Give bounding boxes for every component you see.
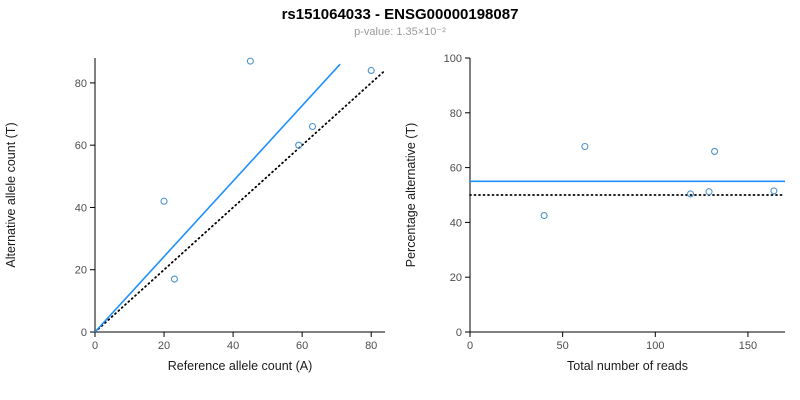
y-tick-label: 80 [450, 108, 462, 120]
x-tick-label: 150 [739, 340, 757, 352]
data-point [246, 57, 254, 65]
x-tick-label: 0 [467, 340, 473, 352]
y-tick-label: 60 [75, 140, 87, 152]
y-tick-label: 60 [450, 163, 462, 175]
fit-line [94, 63, 341, 333]
y-tick-label: 0 [456, 327, 462, 339]
data-point [711, 147, 719, 155]
identity-line [94, 69, 386, 333]
figure-subtitle: p-value: 1.35×10⁻² [354, 26, 446, 38]
data-point [295, 141, 303, 149]
y-tick-label: 40 [75, 202, 87, 214]
data-point [160, 197, 168, 205]
scatter-plot-percentage-alternative: 0 50 100 150 0 20 40 60 80 100 Total number of rea… [404, 53, 786, 373]
x-tick-label: 100 [646, 340, 664, 352]
data-point [705, 188, 713, 196]
x-axis-label: Total number of reads [567, 359, 688, 373]
data-point [308, 122, 317, 131]
y-tick-label: 80 [75, 78, 87, 90]
data-point [540, 212, 548, 220]
x-tick-label: 60 [296, 340, 308, 352]
y-axis-label: Alternative allele count (T) [4, 122, 18, 267]
x-tick-label: 50 [557, 340, 569, 352]
figure-title: rs151064033 - ENSG00000198087 [281, 6, 519, 23]
y-tick-label: 0 [81, 327, 87, 339]
data-point [686, 190, 695, 198]
x-tick-label: 80 [365, 340, 377, 352]
y-axis-label: Percentage alternative (T) [404, 123, 418, 268]
data-point [581, 142, 589, 151]
scatter-plot-allele-counts: 0 20 40 60 80 0 20 40 60 80 Reference allele count… [4, 57, 386, 373]
y-tick-label: 40 [450, 217, 462, 229]
figure: rs151064033 - ENSG00000198087 p-value: 1… [0, 6, 800, 400]
y-tick-label: 20 [450, 272, 462, 284]
x-axis-label: Reference allele count (A) [168, 359, 313, 373]
x-tick-label: 40 [227, 340, 239, 352]
data-point [367, 66, 375, 75]
data-point [170, 275, 178, 283]
y-tick-label: 20 [75, 265, 87, 277]
charts-row: 0 20 40 60 80 0 20 40 60 80 Reference allele count… [0, 40, 800, 392]
y-tick-label: 100 [444, 53, 462, 65]
x-tick-label: 20 [158, 340, 170, 352]
x-tick-label: 0 [92, 340, 98, 352]
data-point [770, 187, 778, 195]
